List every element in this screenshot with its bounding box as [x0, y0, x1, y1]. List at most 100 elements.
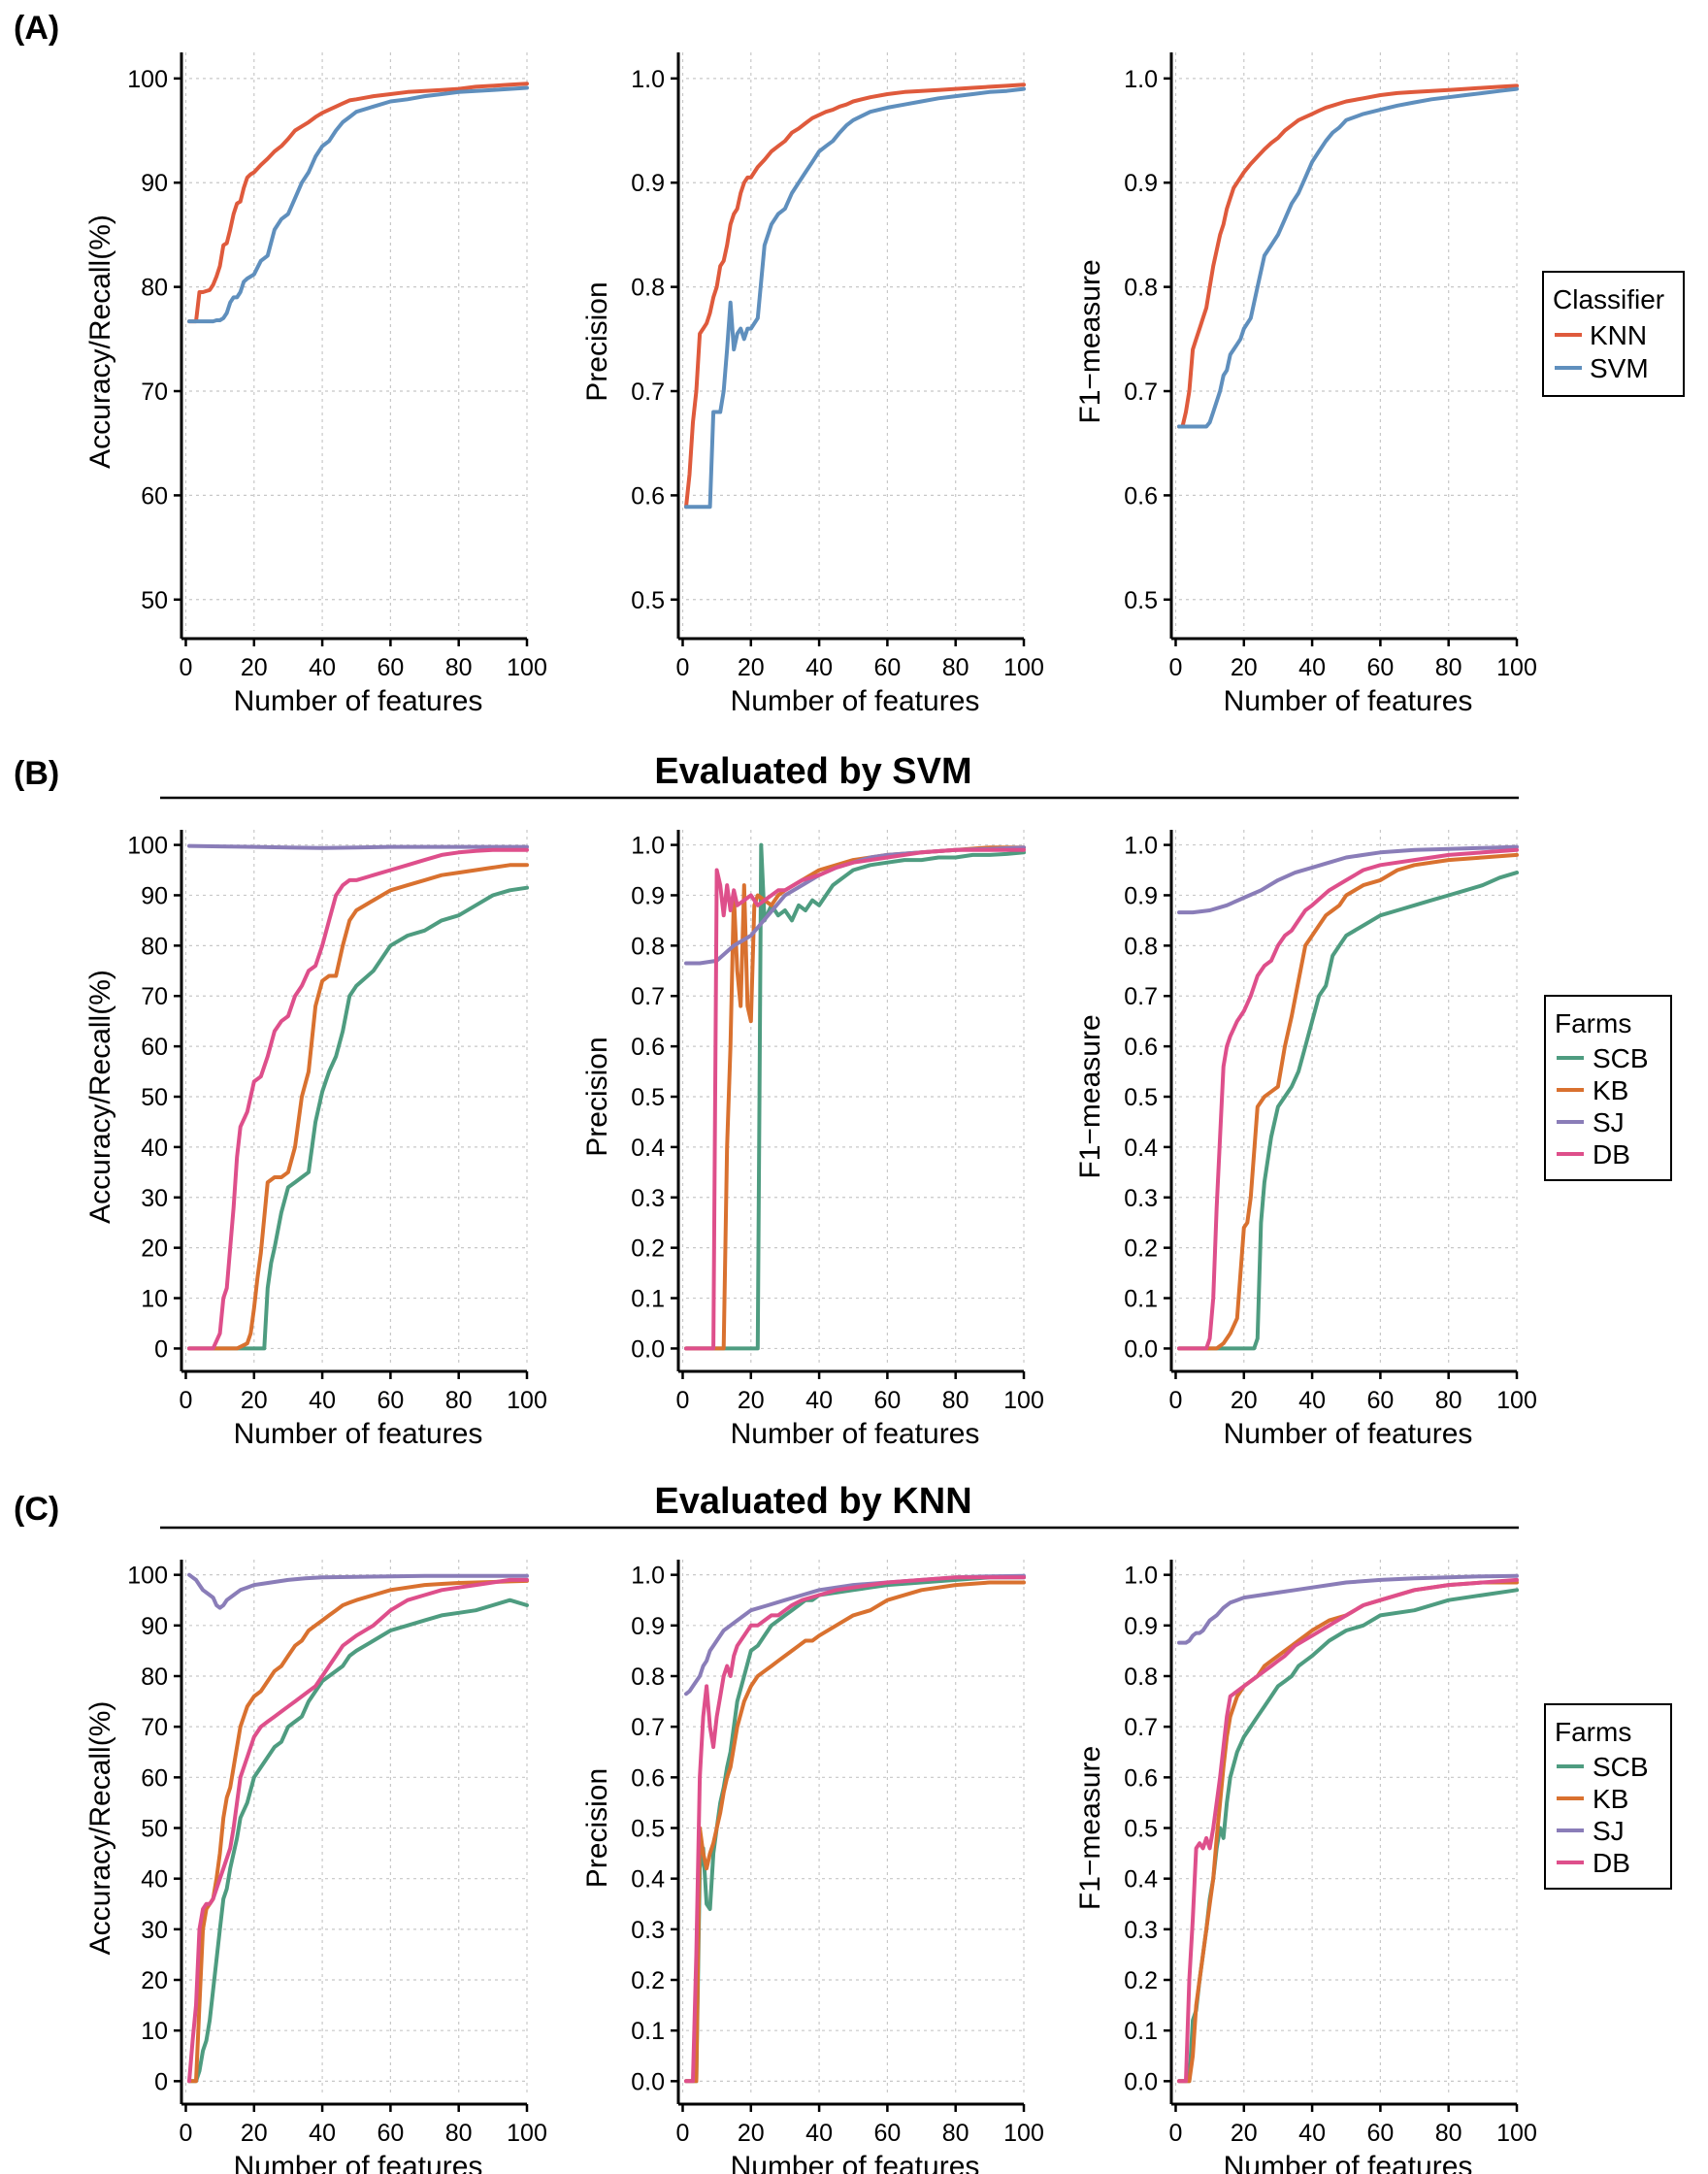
row-a-label: (A) — [14, 10, 59, 47]
y-tick-label: 0.0 — [1124, 1335, 1158, 1363]
y-tick-label: 0 — [154, 1335, 168, 1363]
x-tick-label: 40 — [1298, 654, 1326, 681]
x-tick-label: 40 — [309, 1387, 336, 1414]
y-tick-label: 0.5 — [1124, 1084, 1158, 1111]
x-axis-title: Number of features — [731, 2151, 980, 2174]
series-line-sj — [1177, 1573, 1519, 1645]
y-tick-label: 0.6 — [1124, 1764, 1158, 1792]
y-tick-label: 10 — [141, 1286, 168, 1313]
y-tick-label: 0.1 — [1124, 1286, 1158, 1313]
y-tick-label: 0.8 — [1124, 1663, 1158, 1691]
x-tick-label: 60 — [1366, 654, 1394, 681]
x-tick-label: 100 — [507, 1387, 547, 1414]
y-axis-title: Accuracy/Recall(%) — [84, 970, 116, 1224]
x-tick-label: 20 — [1231, 2120, 1258, 2147]
y-tick-label: 0.9 — [1124, 882, 1158, 909]
y-tick-label: 0.8 — [631, 1663, 665, 1691]
x-tick-label: 100 — [1496, 2120, 1537, 2147]
panel-c-accuracy: 0 20 40 60 80 100 0 10 20 30 40 50 60 70 80 90 100 Number… — [84, 1560, 547, 2174]
panel-c-f1: 0 20 40 60 80 100 0.0 0.1 0.2 0.3 0.4 0.5 0.6 0.7 0.8 0… — [1074, 1560, 1537, 2174]
x-axis-title: Number of features — [234, 1418, 483, 1450]
legend-label-sj: SJ — [1593, 1107, 1625, 1137]
y-tick-label: 60 — [141, 482, 168, 510]
y-tick-label: 0.5 — [1124, 1816, 1158, 1843]
x-tick-label: 40 — [309, 654, 336, 681]
series-line-sj — [187, 1572, 529, 1610]
x-tick-label: 80 — [445, 654, 473, 681]
legend-label-scb: SCB — [1593, 1752, 1649, 1782]
x-tick-label: 100 — [1003, 2120, 1044, 2147]
y-tick-label: 0.5 — [631, 1816, 665, 1843]
row-b-title: Evaluated by SVM — [654, 751, 971, 792]
x-tick-label: 40 — [1298, 2120, 1326, 2147]
panel-b-f1: 0 20 40 60 80 100 0.0 0.1 0.2 0.3 0.4 0.5 0.6 0.7 0.8 0… — [1074, 830, 1537, 1450]
y-tick-label: 50 — [141, 587, 168, 614]
x-tick-label: 60 — [873, 1387, 901, 1414]
series-line-knn — [1177, 83, 1519, 429]
x-tick-label: 20 — [241, 654, 268, 681]
x-tick-label: 20 — [738, 2120, 765, 2147]
x-tick-label: 0 — [180, 1387, 193, 1414]
series-line-scb — [187, 885, 529, 1351]
legend-label-kb: KB — [1593, 1784, 1628, 1814]
x-tick-label: 80 — [942, 654, 969, 681]
series-line-svm — [1177, 86, 1519, 429]
y-tick-label: 70 — [141, 379, 168, 406]
y-tick-label: 0 — [154, 2068, 168, 2095]
y-tick-label: 0.8 — [631, 933, 665, 960]
y-tick-label: 100 — [127, 66, 168, 93]
y-tick-label: 0.3 — [631, 1185, 665, 1212]
legend-title: Farms — [1555, 1717, 1631, 1747]
x-tick-label: 80 — [942, 1387, 969, 1414]
x-tick-label: 40 — [805, 2120, 833, 2147]
x-axis-title: Number of features — [1224, 685, 1473, 717]
y-tick-label: 0.0 — [631, 1335, 665, 1363]
y-tick-label: 0.4 — [631, 1866, 665, 1894]
series-line-db — [684, 847, 1026, 1351]
y-axis-title: F1−measure — [1074, 1746, 1106, 1910]
y-tick-label: 70 — [141, 983, 168, 1010]
y-tick-label: 1.0 — [631, 1563, 665, 1590]
y-axis-title: F1−measure — [1074, 1014, 1106, 1178]
y-tick-label: 40 — [141, 1866, 168, 1894]
x-tick-label: 40 — [309, 2120, 336, 2147]
y-tick-label: 0.9 — [1124, 1613, 1158, 1640]
y-tick-label: 60 — [141, 1764, 168, 1792]
series-line-scb — [1177, 871, 1519, 1351]
legend-label-sj: SJ — [1593, 1816, 1625, 1846]
series-line-sj — [187, 843, 529, 850]
y-tick-label: 0.7 — [1124, 379, 1158, 406]
y-tick-label: 30 — [141, 1917, 168, 1944]
panel-b-accuracy: 0 20 40 60 80 100 0 10 20 30 40 50 60 70 80 90 100 Number… — [84, 830, 547, 1450]
y-tick-label: 90 — [141, 170, 168, 197]
x-axis-title: Number of features — [1224, 2151, 1473, 2174]
x-tick-label: 100 — [1003, 654, 1044, 681]
y-tick-label: 0.2 — [631, 1967, 665, 1994]
x-tick-label: 20 — [241, 2120, 268, 2147]
series-line-sj — [1177, 844, 1519, 915]
y-tick-label: 0.9 — [631, 170, 665, 197]
x-axis-title: Number of features — [1224, 1418, 1473, 1450]
y-tick-label: 0.1 — [631, 2018, 665, 2045]
series-line-kb — [1177, 1580, 1519, 2084]
x-tick-label: 0 — [1169, 654, 1183, 681]
y-tick-label: 0.5 — [631, 1084, 665, 1111]
series-line-scb — [1177, 1588, 1519, 2084]
legend-label-db: DB — [1593, 1139, 1630, 1169]
series-line-db — [187, 1577, 529, 2084]
y-tick-label: 1.0 — [1124, 833, 1158, 860]
panel-b-precision: 0 20 40 60 80 100 0.0 0.1 0.2 0.3 0.4 0.5 0.6 0.7 0.8 0… — [581, 830, 1044, 1450]
y-tick-label: 20 — [141, 1967, 168, 1994]
legend-title: Farms — [1555, 1008, 1631, 1038]
x-tick-label: 60 — [873, 654, 901, 681]
x-tick-label: 0 — [180, 2120, 193, 2147]
series-line-db — [187, 847, 529, 1351]
y-tick-label: 1.0 — [1124, 66, 1158, 93]
y-tick-label: 0.5 — [631, 587, 665, 614]
panel-a-f1: 0 20 40 60 80 100 0.5 0.6 0.7 0.8 0.9 1.0 Number of … — [1074, 52, 1537, 717]
x-axis-title: Number of features — [731, 685, 980, 717]
legend-classifier: Classifier KNN SVM — [1542, 271, 1685, 397]
x-tick-label: 20 — [241, 1387, 268, 1414]
y-tick-label: 0.8 — [1124, 275, 1158, 302]
